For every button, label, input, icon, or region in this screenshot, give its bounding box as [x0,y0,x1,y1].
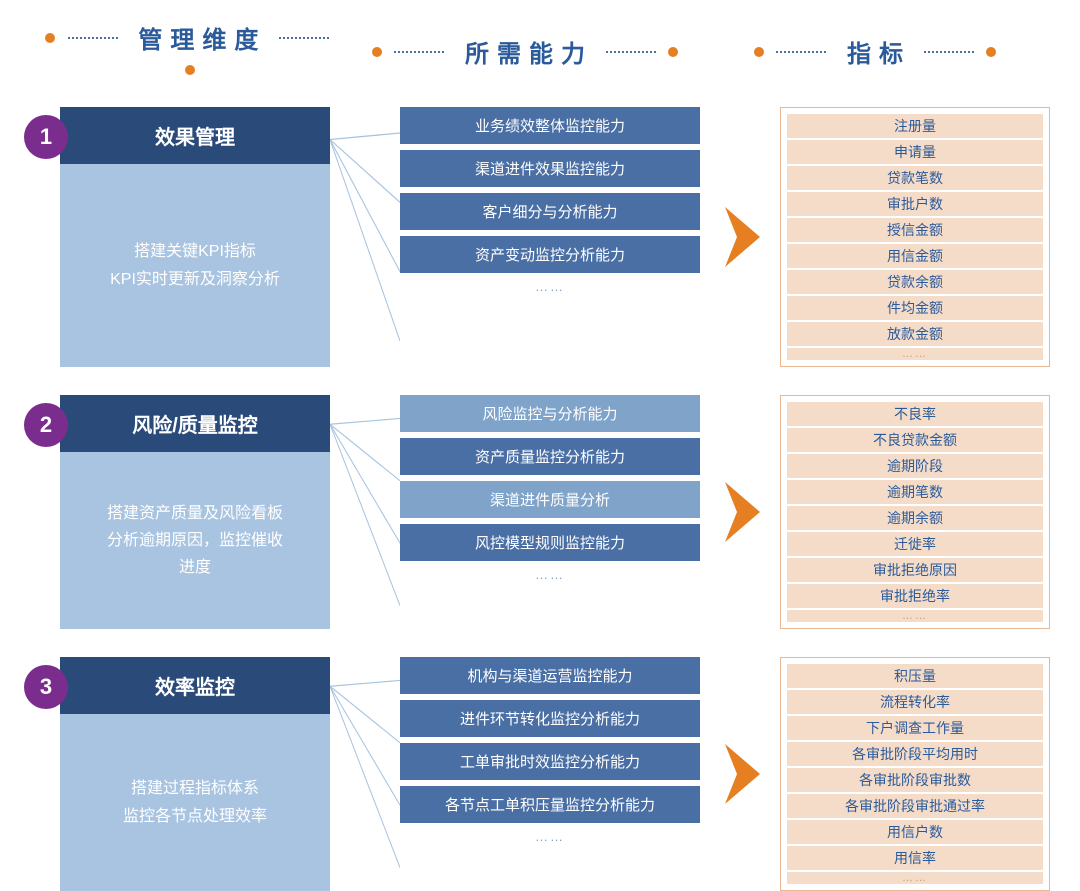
mgmt-desc: 搭建关键KPI指标KPI实时更新及洞察分析 [60,164,330,367]
indicator-item: 逾期笔数 [787,480,1043,505]
indicator-item: 贷款余额 [787,270,1043,295]
capability-item: 风控模型规则监控能力 [400,524,700,561]
indicator-item: 不良率 [787,402,1043,427]
connector-lines [330,395,400,629]
indicator-ellipsis: …… [787,348,1043,360]
line-decor [279,37,329,39]
mgmt-desc-line: 搭建关键KPI指标 [74,238,316,265]
capabilities-column: 风险监控与分析能力资产质量监控分析能力渠道进件质量分析风控模型规则监控能力 …… [400,395,700,629]
line-decor [68,37,118,39]
line-decor [606,51,656,53]
indicators-column: 积压量流程转化率下户调查工作量各审批阶段平均用时各审批阶段审批数各审批阶段审批通… [780,657,1050,891]
mgmt-desc-line: 搭建过程指标体系 [74,775,316,802]
indicator-item: 审批户数 [787,192,1043,217]
indicator-item: 用信金额 [787,244,1043,269]
header-cap: 所需能力 [340,34,710,69]
capability-ellipsis: …… [400,279,700,294]
arrow-icon [700,657,780,891]
indicator-item: 积压量 [787,664,1043,689]
arrow-icon [700,107,780,367]
capability-item: 渠道进件质量分析 [400,481,700,518]
indicator-ellipsis: …… [787,872,1043,884]
indicator-item: 迁徙率 [787,532,1043,557]
dot-icon [372,47,382,57]
line-decor [776,51,826,53]
header-row: 管理维度 所需能力 指标 [30,20,1050,83]
capability-item: 工单审批时效监控分析能力 [400,743,700,780]
mgmt-column: 3效率监控搭建过程指标体系监控各节点处理效率 [30,657,330,891]
indicator-item: 审批拒绝率 [787,584,1043,609]
dot-icon [185,65,195,75]
mgmt-column: 1效果管理搭建关键KPI指标KPI实时更新及洞察分析 [30,107,330,367]
indicator-item: 用信户数 [787,820,1043,845]
indicator-item: 注册量 [787,114,1043,139]
header-label: 管理维度 [130,20,266,55]
capability-item: 风险监控与分析能力 [400,395,700,432]
mgmt-title: 效率监控 [60,657,330,714]
diagram-row: 2风险/质量监控搭建资产质量及风险看板分析逾期原因，监控催收进度风险监控与分析能… [30,395,1050,629]
connector-lines [330,657,400,891]
capability-item: 渠道进件效果监控能力 [400,150,700,187]
mgmt-desc-line: 分析逾期原因，监控催收 [74,527,316,554]
mgmt-title: 风险/质量监控 [60,395,330,452]
indicator-item: 用信率 [787,846,1043,871]
header-label: 所需能力 [457,34,593,69]
mgmt-desc-line: 进度 [74,554,316,581]
indicator-item: 授信金额 [787,218,1043,243]
mgmt-desc-line: KPI实时更新及洞察分析 [74,266,316,293]
indicator-item: 不良贷款金额 [787,428,1043,453]
indicator-item: 各审批阶段审批数 [787,768,1043,793]
line-decor [924,51,974,53]
indicator-item: 审批拒绝原因 [787,558,1043,583]
indicator-item: 申请量 [787,140,1043,165]
line-decor [394,51,444,53]
indicator-item: 贷款笔数 [787,166,1043,191]
indicator-item: 逾期余额 [787,506,1043,531]
indicator-item: 流程转化率 [787,690,1043,715]
capability-item: 客户细分与分析能力 [400,193,700,230]
header-ind: 指标 [710,34,1040,69]
capability-item: 资产质量监控分析能力 [400,438,700,475]
mgmt-number-badge: 2 [24,403,68,447]
dot-icon [986,47,996,57]
rows-container: 1效果管理搭建关键KPI指标KPI实时更新及洞察分析业务绩效整体监控能力渠道进件… [30,107,1050,891]
capability-item: 业务绩效整体监控能力 [400,107,700,144]
dot-icon [754,47,764,57]
diagram-row: 3效率监控搭建过程指标体系监控各节点处理效率机构与渠道运营监控能力进件环节转化监… [30,657,1050,891]
indicator-ellipsis: …… [787,610,1043,622]
capability-item: 进件环节转化监控分析能力 [400,700,700,737]
dot-icon [668,47,678,57]
mgmt-number-badge: 3 [24,665,68,709]
indicator-item: 各审批阶段审批通过率 [787,794,1043,819]
mgmt-number-badge: 1 [24,115,68,159]
capability-item: 机构与渠道运营监控能力 [400,657,700,694]
indicator-item: 各审批阶段平均用时 [787,742,1043,767]
mgmt-title: 效果管理 [60,107,330,164]
diagram-row: 1效果管理搭建关键KPI指标KPI实时更新及洞察分析业务绩效整体监控能力渠道进件… [30,107,1050,367]
mgmt-desc-line: 监控各节点处理效率 [74,803,316,830]
header-mgmt: 管理维度 [40,20,340,83]
indicator-item: 逾期阶段 [787,454,1043,479]
indicators-column: 注册量申请量贷款笔数审批户数授信金额用信金额贷款余额件均金额放款金额…… [780,107,1050,367]
capabilities-column: 业务绩效整体监控能力渠道进件效果监控能力客户细分与分析能力资产变动监控分析能力 …… [400,107,700,367]
capability-ellipsis: …… [400,567,700,582]
indicator-item: 件均金额 [787,296,1043,321]
mgmt-desc: 搭建资产质量及风险看板分析逾期原因，监控催收进度 [60,452,330,629]
capability-item: 资产变动监控分析能力 [400,236,700,273]
indicator-item: 放款金额 [787,322,1043,347]
indicators-column: 不良率不良贷款金额逾期阶段逾期笔数逾期余额迁徙率审批拒绝原因审批拒绝率…… [780,395,1050,629]
mgmt-desc-line: 搭建资产质量及风险看板 [74,500,316,527]
indicator-item: 下户调查工作量 [787,716,1043,741]
arrow-icon [700,395,780,629]
header-label: 指标 [839,34,911,69]
mgmt-column: 2风险/质量监控搭建资产质量及风险看板分析逾期原因，监控催收进度 [30,395,330,629]
capability-ellipsis: …… [400,829,700,844]
capability-item: 各节点工单积压量监控分析能力 [400,786,700,823]
capabilities-column: 机构与渠道运营监控能力进件环节转化监控分析能力工单审批时效监控分析能力各节点工单… [400,657,700,891]
connector-lines [330,107,400,367]
dot-icon [45,33,55,43]
mgmt-desc: 搭建过程指标体系监控各节点处理效率 [60,714,330,891]
